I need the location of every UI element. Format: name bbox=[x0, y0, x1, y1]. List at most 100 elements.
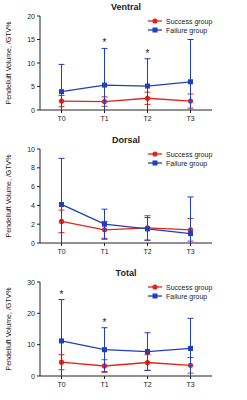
y-tick-label: 0 bbox=[31, 373, 35, 380]
x-tick-label: T3 bbox=[186, 115, 194, 122]
y-tick bbox=[37, 376, 40, 377]
y-tick bbox=[37, 39, 40, 40]
x-tick-label: T0 bbox=[57, 248, 65, 255]
x-tick bbox=[61, 110, 62, 113]
series-line bbox=[62, 98, 191, 101]
error-cap bbox=[188, 39, 194, 40]
plot-area bbox=[59, 300, 194, 376]
y-tick bbox=[37, 110, 40, 111]
title: Ventral bbox=[111, 2, 141, 12]
marker bbox=[188, 231, 193, 236]
y-tick-label: 15 bbox=[27, 36, 35, 43]
y-tick bbox=[37, 16, 40, 17]
x-tick bbox=[61, 243, 62, 246]
error-cap bbox=[145, 240, 151, 241]
legend-label: Failure group bbox=[166, 27, 207, 35]
legend-label: Failure group bbox=[166, 160, 207, 168]
legend-marker bbox=[153, 161, 158, 166]
legend-marker bbox=[153, 28, 158, 33]
y-tick bbox=[37, 186, 40, 187]
x-tick-label: T1 bbox=[100, 115, 108, 122]
x-axis bbox=[40, 243, 212, 244]
marker bbox=[59, 202, 64, 207]
x-tick-label: T2 bbox=[143, 381, 151, 388]
series-line bbox=[62, 362, 191, 366]
plot-area bbox=[59, 40, 194, 111]
panel: DorsalPendelluft Volume, /GTV%0246810T0T… bbox=[5, 135, 212, 270]
y-tick bbox=[37, 243, 40, 244]
x-tick bbox=[147, 110, 148, 113]
y-tick-label: 30 bbox=[27, 279, 35, 286]
marker bbox=[59, 338, 64, 343]
marker bbox=[59, 89, 64, 94]
error-cap bbox=[102, 372, 108, 373]
y-tick-label: 8 bbox=[31, 164, 35, 171]
annotation: * bbox=[103, 37, 107, 48]
x-tick bbox=[104, 243, 105, 246]
annotation: * bbox=[60, 289, 64, 300]
error-cap bbox=[145, 370, 151, 371]
y-axis-label: Pendelluft Volume, /GTV% bbox=[5, 22, 12, 105]
error-cap bbox=[102, 371, 108, 372]
x-tick bbox=[147, 243, 148, 246]
legend-label: Success group bbox=[166, 18, 212, 26]
marker bbox=[145, 84, 150, 89]
legend-label: Failure group bbox=[166, 293, 207, 301]
y-axis-label: Pendelluft Volume, /GTV% bbox=[5, 155, 12, 238]
series-line bbox=[62, 341, 191, 352]
x-tick-label: T3 bbox=[186, 248, 194, 255]
title: Total bbox=[116, 268, 137, 278]
legend-marker bbox=[152, 284, 157, 289]
x-tick bbox=[147, 376, 148, 379]
error-cap bbox=[145, 217, 151, 218]
marker bbox=[102, 347, 107, 352]
series-line bbox=[62, 82, 191, 92]
error-cap bbox=[145, 240, 151, 241]
y-tick bbox=[37, 313, 40, 314]
y-tick-label: 10 bbox=[27, 146, 35, 153]
annotation: * bbox=[103, 317, 107, 328]
x-tick-label: T3 bbox=[186, 381, 194, 388]
marker bbox=[102, 222, 107, 227]
y-axis-label: Pendelluft Volume, /GTV% bbox=[5, 288, 12, 371]
panel: VentralPendelluft Volume, /GTV%05101520T… bbox=[5, 2, 212, 124]
x-tick-label: T0 bbox=[57, 115, 65, 122]
error-bar bbox=[190, 40, 191, 111]
error-cap bbox=[59, 64, 65, 65]
series-line bbox=[62, 204, 191, 233]
y-tick-label: 10 bbox=[27, 60, 35, 67]
legend-marker bbox=[153, 294, 158, 299]
marker bbox=[188, 346, 193, 351]
error-cap bbox=[59, 158, 65, 159]
legend-label: Success group bbox=[166, 151, 212, 159]
x-axis bbox=[40, 376, 212, 377]
x-tick-label: T0 bbox=[57, 381, 65, 388]
legend-marker bbox=[152, 18, 157, 23]
error-cap bbox=[188, 318, 194, 319]
error-bar bbox=[61, 158, 62, 243]
y-tick-label: 6 bbox=[31, 183, 35, 190]
y-tick bbox=[37, 205, 40, 206]
x-tick bbox=[190, 110, 191, 113]
series-line bbox=[62, 221, 191, 229]
x-tick-label: T2 bbox=[143, 248, 151, 255]
x-tick-label: T1 bbox=[100, 381, 108, 388]
y-tick bbox=[37, 86, 40, 87]
x-tick bbox=[190, 243, 191, 246]
error-cap bbox=[145, 370, 151, 371]
error-bar bbox=[61, 64, 62, 110]
y-tick-label: 20 bbox=[27, 13, 35, 20]
legend-marker bbox=[152, 151, 157, 156]
x-tick bbox=[104, 110, 105, 113]
x-axis bbox=[40, 110, 212, 111]
plot-area bbox=[59, 158, 194, 243]
x-tick bbox=[61, 376, 62, 379]
marker bbox=[102, 83, 107, 88]
y-tick-label: 4 bbox=[31, 202, 35, 209]
y-tick bbox=[37, 344, 40, 345]
legend-label: Success group bbox=[166, 284, 212, 292]
marker bbox=[145, 349, 150, 354]
y-tick bbox=[37, 282, 40, 283]
annotation: * bbox=[146, 48, 150, 59]
y-axis bbox=[40, 149, 41, 243]
